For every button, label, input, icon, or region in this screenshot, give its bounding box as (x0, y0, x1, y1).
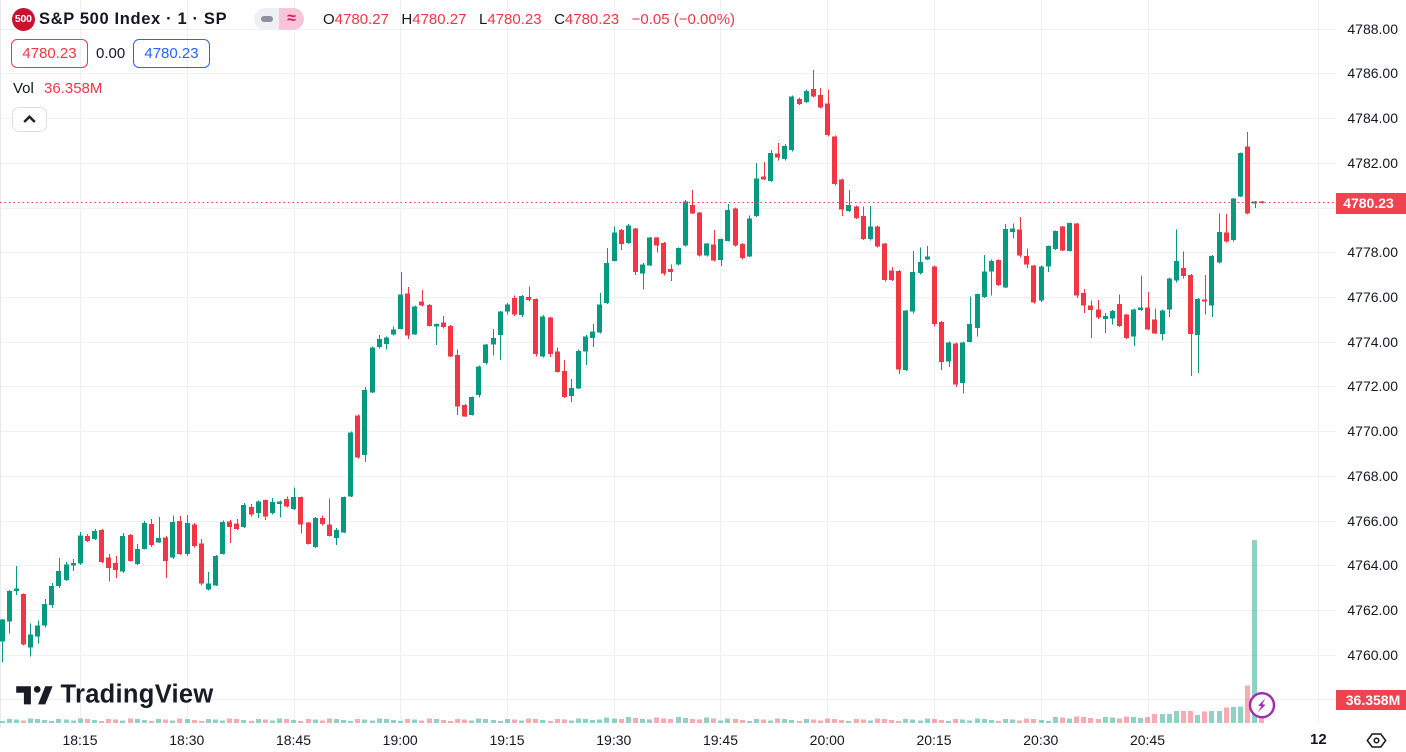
svg-text:TradingView: TradingView (61, 681, 214, 709)
